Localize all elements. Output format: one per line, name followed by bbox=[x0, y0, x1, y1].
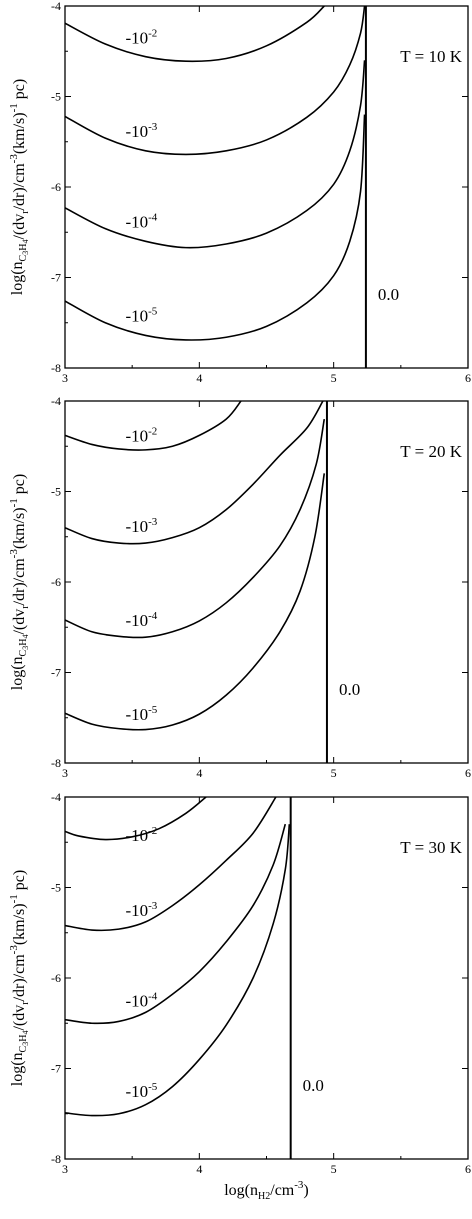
x-tick-label: 3 bbox=[62, 1162, 68, 1176]
contour-label-base: -10 bbox=[125, 307, 148, 326]
contour-label-base: -10 bbox=[125, 29, 148, 48]
y-axis-label: log(nC3H4/(dvr/dr)/cm-3(km/s)-1 pc) bbox=[8, 870, 31, 1086]
contour-line-4 bbox=[65, 473, 326, 731]
y-axis-label: log(nC3H4/(dvr/dr)/cm-3(km/s)-1 pc) bbox=[8, 474, 31, 690]
x-tick-label: 3 bbox=[62, 371, 68, 385]
y-tick-label: -7 bbox=[51, 1062, 61, 1076]
contour-label-2: -10-3 bbox=[125, 516, 157, 536]
y-tick-label: -4 bbox=[51, 394, 61, 408]
contour-label-base: -10 bbox=[125, 212, 148, 231]
contour-label-1: -10-2 bbox=[125, 425, 157, 445]
contour-label-base: -10 bbox=[125, 1082, 148, 1101]
contour-label-exp: -5 bbox=[148, 306, 158, 318]
x-tick-label: 4 bbox=[196, 766, 202, 780]
contour-line-3 bbox=[65, 418, 326, 639]
contour-label-exp: -2 bbox=[148, 825, 157, 837]
contour-label-exp: -2 bbox=[148, 425, 157, 437]
contour-label-base: -10 bbox=[125, 517, 148, 536]
contour-line-2 bbox=[65, 797, 277, 932]
temperature-label: T = 10 K bbox=[400, 47, 462, 66]
contour-label-2: -10-3 bbox=[125, 121, 157, 141]
y-tick-label: -5 bbox=[51, 485, 61, 499]
panel-1: 3 4 5 6-4-5-6-7-8-10-2-10-3-10-4-10-50.0T =… bbox=[8, 0, 471, 385]
x-tick-label: 5 bbox=[331, 371, 337, 385]
y-axis-label: log(nC3H4/(dvr/dr)/cm-3(km/s)-1 pc) bbox=[8, 79, 31, 295]
x-tick-label: 5 bbox=[331, 766, 337, 780]
contour-label-exp: -5 bbox=[148, 704, 158, 716]
x-tick-label: 6 bbox=[465, 766, 471, 780]
contour-label-3: -10-4 bbox=[125, 991, 157, 1011]
contour-label-3: -10-4 bbox=[125, 610, 157, 630]
contour-label-base: -10 bbox=[125, 122, 148, 141]
zero-contour-label: 0.0 bbox=[339, 680, 360, 699]
x-tick-label: 5 bbox=[331, 1162, 337, 1176]
contour-label-base: -10 bbox=[125, 826, 148, 845]
contour-line-2 bbox=[65, 6, 366, 156]
y-tick-label: -7 bbox=[51, 271, 61, 285]
contour-label-1: -10-2 bbox=[125, 825, 157, 845]
y-tick-label: -8 bbox=[51, 361, 61, 375]
contour-label-4: -10-5 bbox=[125, 306, 157, 326]
y-tick-label: -6 bbox=[51, 971, 61, 985]
panel-3: 3 4 5 6-4-5-6-7-8-10-2-10-3-10-4-10-5 0.0T =… bbox=[8, 790, 471, 1202]
temperature-label: T = 30 K bbox=[400, 838, 462, 857]
zero-contour-label: 0.0 bbox=[303, 1076, 324, 1095]
temperature-label: T = 20 K bbox=[400, 442, 462, 461]
contour-line-3 bbox=[65, 823, 287, 1025]
contour-label-base: -10 bbox=[125, 901, 148, 920]
contour-label-base: -10 bbox=[125, 611, 148, 630]
contour-label-base: -10 bbox=[125, 705, 148, 724]
y-tick-label: -8 bbox=[51, 756, 61, 770]
panel-2: 3 4 5 6-4-5-6-7-8-10-2-10-3-10-4-10-50.0T =… bbox=[8, 394, 471, 780]
contour-label-1: -10-2 bbox=[125, 28, 157, 48]
contour-label-exp: -2 bbox=[148, 28, 157, 40]
contour-line-4 bbox=[65, 114, 366, 341]
contour-label-base: -10 bbox=[125, 426, 148, 445]
y-tick-label: -4 bbox=[51, 790, 61, 804]
contour-label-4: -10-5 bbox=[125, 1081, 157, 1101]
y-tick-label: -7 bbox=[51, 666, 61, 680]
y-tick-label: -8 bbox=[51, 1152, 61, 1166]
contour-line-2 bbox=[65, 401, 324, 545]
zero-contour-label: 0.0 bbox=[378, 285, 399, 304]
x-tick-label: 6 bbox=[465, 371, 471, 385]
contour-label-exp: -5 bbox=[148, 1081, 158, 1093]
contour-label-base: -10 bbox=[125, 992, 148, 1011]
contour-line-1 bbox=[65, 401, 242, 451]
x-tick-label: 6 bbox=[465, 1162, 471, 1176]
y-tick-label: -6 bbox=[51, 575, 61, 589]
contour-label-exp: -4 bbox=[148, 211, 158, 223]
x-tick-label: 4 bbox=[196, 1162, 202, 1176]
contour-label-exp: -3 bbox=[148, 900, 158, 912]
contour-label-exp: -4 bbox=[148, 991, 158, 1003]
contour-label-2: -10-3 bbox=[125, 900, 157, 920]
x-axis-label: log(nH2/cm-3) bbox=[224, 1179, 309, 1202]
contour-line-1 bbox=[65, 6, 325, 63]
x-tick-label: 3 bbox=[62, 766, 68, 780]
contour-label-4: -10-5 bbox=[125, 704, 157, 724]
y-tick-label: -5 bbox=[51, 90, 61, 104]
contour-label-exp: -3 bbox=[148, 516, 158, 528]
y-tick-label: -5 bbox=[51, 881, 61, 895]
contour-line-1 bbox=[65, 797, 207, 841]
contour-label-exp: -3 bbox=[148, 121, 158, 133]
contour-line-4 bbox=[65, 824, 291, 1117]
y-tick-label: -4 bbox=[51, 0, 61, 13]
x-tick-label: 4 bbox=[196, 371, 202, 385]
contour-line-3 bbox=[65, 60, 366, 249]
y-tick-label: -6 bbox=[51, 180, 61, 194]
contour-label-3: -10-4 bbox=[125, 211, 157, 231]
contour-label-exp: -4 bbox=[148, 610, 158, 622]
